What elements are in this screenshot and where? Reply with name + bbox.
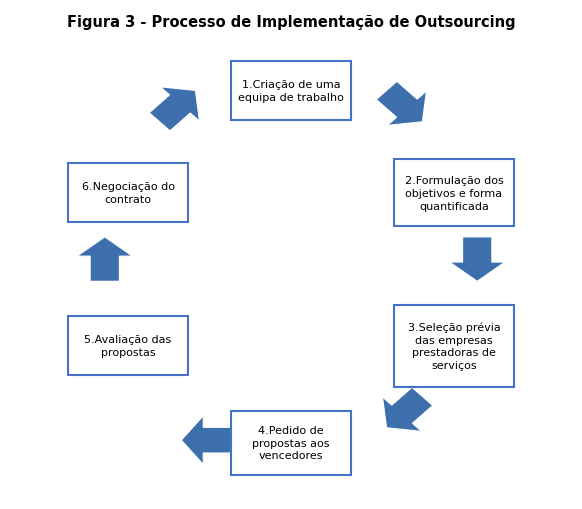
- Polygon shape: [182, 416, 232, 465]
- FancyBboxPatch shape: [68, 317, 188, 376]
- Text: 3.Seleção prévia
das empresas
prestadoras de
serviços: 3.Seleção prévia das empresas prestadora…: [407, 322, 501, 371]
- FancyBboxPatch shape: [68, 164, 188, 223]
- FancyBboxPatch shape: [394, 160, 514, 227]
- Text: 6.Negociação do
contrato: 6.Negociação do contrato: [81, 182, 175, 205]
- Text: 4.Pedido de
propostas aos
vencedores: 4.Pedido de propostas aos vencedores: [252, 425, 330, 461]
- FancyBboxPatch shape: [231, 62, 351, 121]
- Text: 5.Avaliação das
propostas: 5.Avaliação das propostas: [84, 335, 172, 357]
- FancyBboxPatch shape: [394, 305, 514, 387]
- Text: 1.Criação de uma
equipa de trabalho: 1.Criação de uma equipa de trabalho: [238, 80, 344, 103]
- Polygon shape: [382, 387, 433, 432]
- Polygon shape: [449, 237, 505, 281]
- Polygon shape: [77, 237, 133, 281]
- FancyBboxPatch shape: [231, 411, 351, 475]
- Polygon shape: [376, 82, 427, 126]
- Polygon shape: [149, 88, 200, 132]
- Text: 2.Formulação dos
objetivos e forma
quantificada: 2.Formulação dos objetivos e forma quant…: [404, 176, 503, 211]
- Text: Figura 3 - Processo de Implementação de Outsourcing: Figura 3 - Processo de Implementação de …: [67, 15, 515, 30]
